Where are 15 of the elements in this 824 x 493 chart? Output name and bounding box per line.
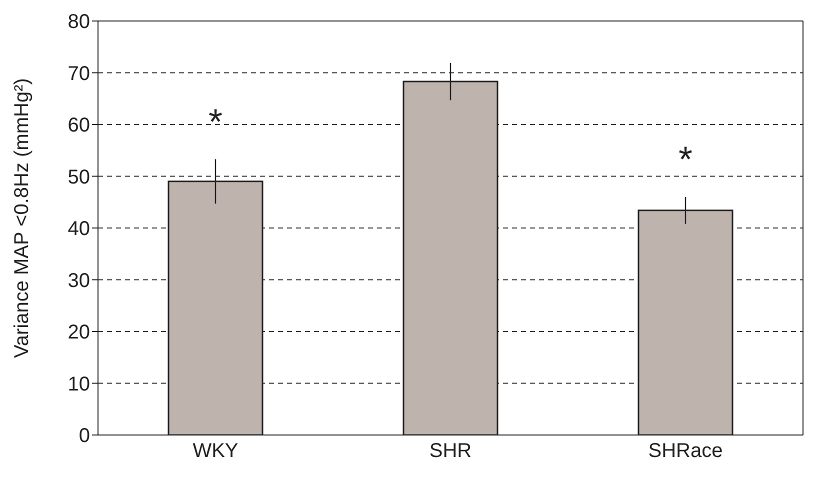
annotation: * [208, 100, 223, 142]
x-tick-label: SHR [429, 440, 472, 462]
y-tick-label: 30 [68, 270, 90, 292]
y-tick-label: 40 [68, 218, 90, 240]
x-tick-label: WKY [192, 440, 238, 462]
y-tick-label: 50 [68, 166, 90, 188]
y-tick-label: 0 [78, 425, 90, 448]
y-tick-label: 80 [68, 11, 90, 34]
annotation: * [678, 138, 693, 180]
y-tick-label: 20 [68, 322, 90, 344]
y-tick-label: 60 [68, 114, 90, 137]
x-tick-label: SHRace [648, 440, 723, 462]
y-axis-title: Variance MAP <0.8Hz (mmHg²) [11, 78, 34, 358]
y-tick-label: 70 [68, 62, 90, 85]
y-tick-label: 10 [68, 373, 90, 396]
